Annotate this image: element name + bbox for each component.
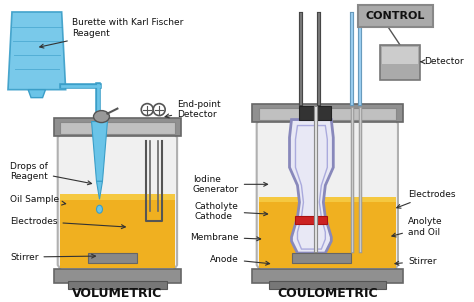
- Bar: [54, 269, 181, 283]
- Bar: [68, 281, 167, 289]
- Bar: [259, 108, 396, 120]
- Polygon shape: [60, 194, 175, 200]
- Text: Electrodes: Electrodes: [10, 217, 125, 229]
- Text: Anode: Anode: [210, 255, 270, 265]
- Polygon shape: [28, 90, 46, 98]
- Text: CONTROL: CONTROL: [366, 11, 425, 21]
- Text: Oil Sample: Oil Sample: [10, 195, 66, 205]
- Bar: [54, 117, 181, 136]
- Text: Stirrer: Stirrer: [10, 252, 95, 262]
- Bar: [269, 281, 386, 289]
- Bar: [252, 269, 403, 283]
- Polygon shape: [97, 181, 102, 199]
- Bar: [54, 269, 181, 283]
- Text: Burette with Karl Fischer
Reagent: Burette with Karl Fischer Reagent: [40, 18, 183, 48]
- Text: VOLUMETRIC: VOLUMETRIC: [72, 288, 163, 300]
- Bar: [382, 47, 418, 64]
- Polygon shape: [60, 194, 175, 268]
- Text: Drops of
Reagent: Drops of Reagent: [10, 162, 91, 185]
- Text: Anolyte
and Oil: Anolyte and Oil: [392, 217, 443, 237]
- Bar: [295, 216, 328, 224]
- Bar: [252, 104, 403, 121]
- Polygon shape: [257, 117, 398, 271]
- Bar: [380, 45, 420, 80]
- Ellipse shape: [97, 205, 102, 213]
- Text: Electrodes: Electrodes: [397, 190, 456, 208]
- Bar: [358, 5, 433, 27]
- Bar: [252, 269, 403, 283]
- Text: Membrane: Membrane: [190, 233, 261, 242]
- Bar: [315, 106, 331, 120]
- Polygon shape: [290, 120, 333, 253]
- Text: Stirrer: Stirrer: [395, 256, 437, 265]
- Polygon shape: [8, 12, 66, 90]
- Polygon shape: [58, 131, 177, 271]
- Text: Detector: Detector: [421, 57, 464, 66]
- Bar: [54, 117, 181, 136]
- Bar: [252, 104, 403, 121]
- Text: COULOMETRIC: COULOMETRIC: [277, 288, 378, 300]
- Text: Catholyte
Cathode: Catholyte Cathode: [195, 201, 268, 221]
- Bar: [88, 253, 137, 263]
- Polygon shape: [259, 197, 396, 202]
- Polygon shape: [259, 197, 396, 268]
- Polygon shape: [91, 121, 108, 181]
- Text: Iodine
Generator: Iodine Generator: [192, 175, 268, 194]
- Text: End-point
Detector: End-point Detector: [165, 100, 221, 119]
- Bar: [300, 106, 315, 120]
- Ellipse shape: [93, 111, 109, 123]
- Bar: [292, 253, 351, 263]
- Bar: [60, 121, 175, 133]
